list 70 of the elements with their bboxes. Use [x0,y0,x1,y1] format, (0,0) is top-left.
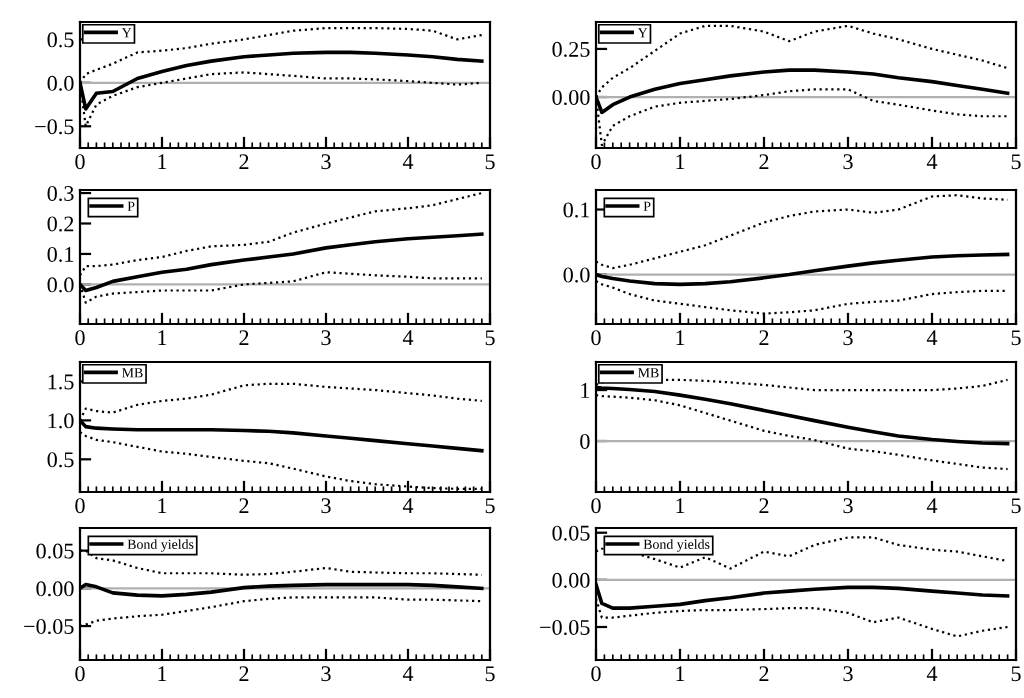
y-tick-label: 0.5 [47,32,74,48]
x-tick-label: 2 [239,154,249,169]
x-tick-label: 0 [75,154,85,170]
y-tick-label: 0.00 [552,89,590,106]
x-tick-label: 3 [321,330,331,346]
x-tick-label: 2 [759,498,769,513]
y-tick-label: 0.1 [47,246,74,262]
x-tick-label: 4 [926,498,938,513]
x-tick-label: 1 [158,498,167,513]
x-tick-label: 5 [485,666,495,682]
x-tick-label: 2 [759,330,769,345]
x-tick-label: 2 [239,330,249,345]
x-tick-label: 0 [75,666,85,682]
y-tick-label: 0.5 [47,452,74,468]
x-tick-label: 0 [591,498,601,514]
x-tick-label: 4 [402,498,414,513]
x-tick-label: 5 [485,498,495,514]
x-tick-label: 1 [676,666,685,681]
x-tick-label: 3 [321,666,331,682]
y-tick-label: 0 [580,433,590,449]
x-tick-label: 0 [75,330,85,346]
x-tick-label: 0 [591,330,601,346]
x-tick-label: 4 [926,330,938,345]
x-tick-label: 3 [321,498,331,514]
x-tick-label: 4 [926,154,938,169]
x-tick-label: 5 [1011,154,1021,170]
x-tick-label: 1 [158,330,167,345]
x-tick-label: 5 [1011,330,1021,346]
x-tick-label: 0 [591,666,601,682]
x-tick-label: 1 [158,666,167,681]
y-tick-label: −0.05 [24,618,74,635]
y-tick-label: 0.0 [47,75,74,91]
x-tick-label: 2 [759,154,769,169]
x-tick-label: 2 [759,666,769,681]
x-tick-label: 3 [843,330,853,346]
x-tick-label: 4 [402,330,414,345]
y-tick-label: 0.00 [552,572,590,588]
y-tick-label: 0.3 [47,185,74,202]
x-tick-label: 3 [321,154,331,170]
x-tick-label: 1 [676,154,685,169]
y-tick-label: 0.0 [563,267,590,283]
y-tick-label: 0.00 [36,581,74,597]
y-tick-label: 0.05 [36,543,74,559]
y-tick-label: 0.1 [563,202,590,218]
x-tick-label: 1 [676,330,685,345]
y-tick-label: −0.5 [35,119,74,135]
x-tick-label: 0 [591,154,601,170]
x-tick-label: 1 [676,498,685,513]
x-tick-label: 5 [1011,498,1021,514]
y-tick-label: 0.05 [552,525,590,541]
x-tick-label: 2 [239,666,249,681]
x-tick-label: 2 [239,498,249,513]
y-tick-label: 0.0 [47,277,74,293]
x-tick-label: 0 [75,498,85,514]
x-tick-label: 4 [402,666,414,681]
x-tick-label: 5 [485,154,495,170]
x-tick-label: 5 [485,330,495,346]
x-tick-label: 5 [1011,666,1021,682]
x-tick-label: 4 [926,666,938,681]
x-tick-label: 1 [158,154,167,169]
x-tick-label: 3 [843,666,853,682]
y-tick-label: 0.25 [552,41,590,57]
y-tick-label: 1 [581,383,590,398]
x-tick-label: 4 [402,154,414,169]
x-tick-label: 3 [843,154,853,170]
x-tick-label: 3 [843,498,853,514]
y-tick-label: −0.05 [540,619,590,636]
y-tick-label: 0.2 [47,216,74,232]
y-tick-label: 1.0 [48,413,74,429]
y-tick-label: 1.5 [48,374,74,390]
